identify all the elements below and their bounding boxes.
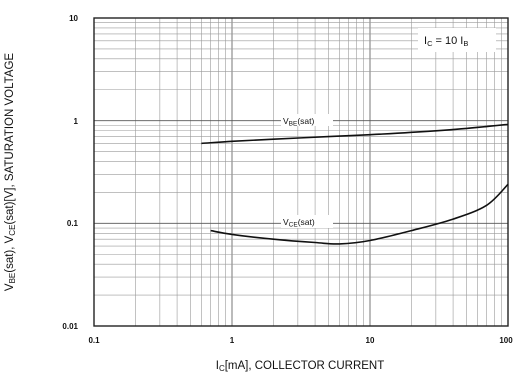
plot-frame <box>93 17 509 327</box>
y-axis-label: VBE(sat), VCE(sat)[V], SATURATION VOLTAG… <box>4 53 17 292</box>
vbe-sat-curve <box>201 123 509 145</box>
x-tick-label-3: 100 <box>499 336 513 345</box>
y-tick-label-0: 10 <box>69 14 78 23</box>
vce-sat-label: VCE(sat) <box>283 217 315 229</box>
y-tick-label-1: 1 <box>74 117 79 126</box>
x-tick-label-0: 0.1 <box>88 336 100 345</box>
vbe-sat-label: VBE(sat) <box>283 116 315 128</box>
vbe-sat-label-group: VBE(sat) <box>281 114 333 128</box>
x-tick-label-1: 1 <box>230 336 235 345</box>
x-tick-label-2: 10 <box>366 336 375 345</box>
y-tick-label-2: 0.1 <box>67 219 79 228</box>
condition-box <box>418 28 496 52</box>
curves <box>201 123 509 245</box>
vce-sat-curve <box>210 183 509 245</box>
x-axis-label: IC[mA], COLLECTOR CURRENT <box>216 360 385 373</box>
vce-sat-label-group: VCE(sat) <box>281 215 333 229</box>
condition-label: IC = 10 IB <box>424 35 468 48</box>
grid-lines <box>93 18 508 327</box>
y-tick-label-3: 0.01 <box>62 322 78 331</box>
